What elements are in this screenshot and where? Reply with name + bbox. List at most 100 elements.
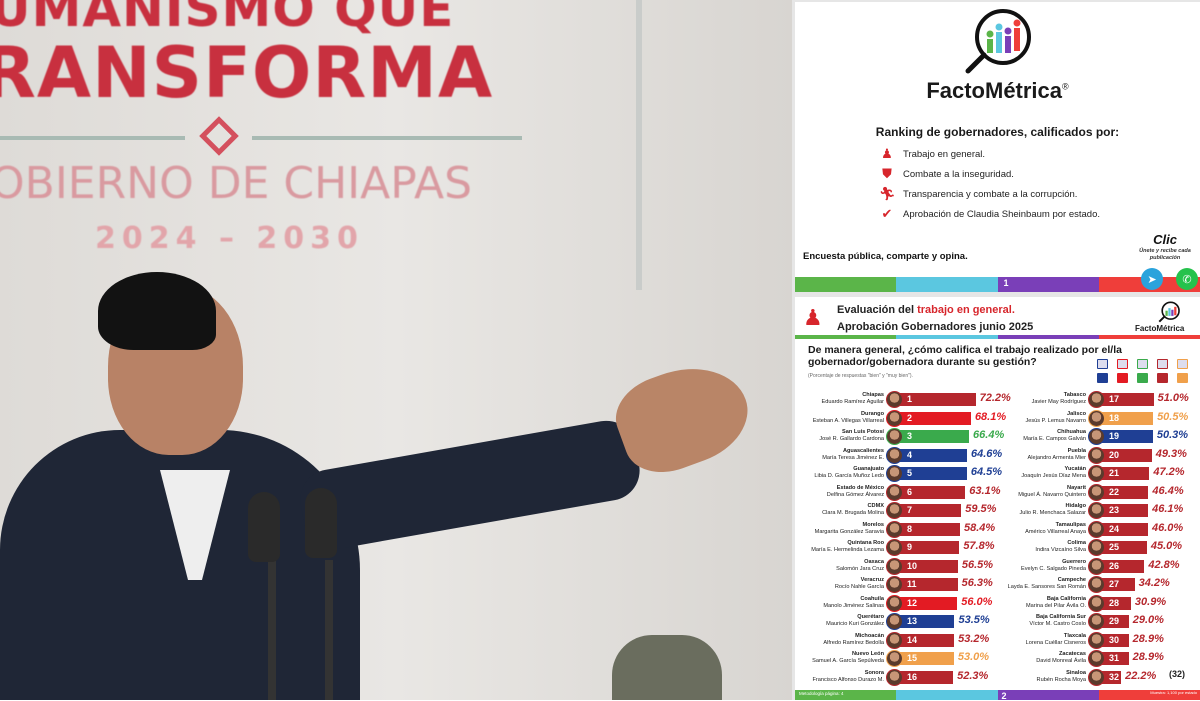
governor-name: Samuel A. García Sepúlveda — [812, 658, 884, 664]
bar-rank-9: 9 — [894, 541, 960, 554]
governor-label: Morelos Margarita González Saravia — [815, 522, 884, 536]
state-name: Nuevo León — [851, 651, 884, 657]
state-name: Jalisco — [1067, 410, 1086, 417]
governor-avatar — [1088, 428, 1105, 445]
value-label: 47.2% — [1153, 466, 1185, 478]
state-name: Estado de México — [836, 484, 884, 491]
whatsapp-icon[interactable]: ✆ — [1176, 268, 1198, 290]
governor-name: Miguel Á. Navarro Quintero — [1018, 491, 1086, 498]
bar-rank-25: 25 — [1096, 541, 1147, 554]
governor-avatar — [886, 409, 903, 427]
legend-swatch-pvem — [1137, 373, 1148, 383]
banner-text: UMANISMO QUE — [0, 0, 455, 38]
governor-avatar — [1088, 668, 1105, 686]
bar-rank-26: 26 — [1096, 559, 1145, 573]
state-name: Tamaulipas — [1055, 521, 1086, 528]
party-logo-morena-icon — [1157, 359, 1168, 369]
value-label: 64.5% — [970, 466, 1003, 478]
state-name: Tlaxcala — [1063, 632, 1086, 639]
governor-label: Veracruz Rocío Nahle García — [835, 577, 884, 591]
governor-avatar — [886, 428, 903, 445]
methodology-text: Metodología página: 4 — [799, 691, 844, 696]
governor-name: Mauricio Kuri González — [826, 621, 884, 627]
value-label: 59.5% — [965, 503, 997, 515]
factometrica-logo-icon — [1158, 301, 1180, 323]
news-photo: UMANISMO QUE RANSFORMA OBIERNO DE CHIAPA… — [0, 0, 792, 700]
criteria-item: ♟ Trabajo en general. — [879, 145, 985, 163]
infographic: FactoMétrica® Ranking de gobernadores, c… — [792, 0, 1200, 701]
ranking-row: Jalisco Jesús P. Lemus Navarro 18 50.5% — [795, 409, 1200, 427]
ranking-row: San Luis Potosí José R. Gallardo Cardona 3… — [795, 428, 1200, 445]
value-label: 28.9% — [1132, 632, 1164, 645]
bar-rank-1: 1 — [894, 393, 976, 406]
ranking-row: Zacatecas David Monreal Ávila 31 28.9% — [795, 650, 1200, 667]
state-name: Guanajuato — [853, 466, 884, 472]
ranking-row: Sinaloa Rubén Rocha Moya 32 22.2% — [795, 668, 1200, 686]
value-label: 66.4% — [973, 429, 1005, 441]
state-name: Colima — [1067, 540, 1086, 546]
state-name: Tabasco — [1063, 392, 1086, 398]
ranking-row: Michoacán Alfredo Ramírez Bedolla 14 53.2% — [795, 631, 1200, 649]
ranking-row: Chiapas Eduardo Ramírez Aguilar 1 72.2% — [795, 391, 1200, 408]
legend-swatch-mc — [1177, 373, 1188, 383]
divider — [0, 136, 185, 140]
governor-name: Eduardo Ramírez Aguilar — [821, 399, 885, 405]
ranking-row: Yucatán Joaquín Jesús Díaz Mena 21 47.2% — [795, 465, 1200, 482]
state-name: Puebla — [1067, 447, 1086, 454]
state-name: CDMX — [867, 503, 884, 509]
governor-label: Aguascalientes María Teresa Jiménez E. — [822, 448, 884, 462]
governor-label: Tabasco Javier May Rodríguez — [1032, 392, 1086, 406]
value-label: 49.3% — [1155, 447, 1187, 460]
state-name: Sinaloa — [1066, 669, 1086, 676]
value-label: 22.2% — [1125, 669, 1157, 682]
worker-icon: ♟ — [881, 146, 893, 161]
ranking-title: Ranking de gobernadores, calificados por… — [875, 125, 1120, 139]
party-logo-pan-icon — [1097, 359, 1108, 369]
color-strip: 1 — [795, 277, 1200, 292]
checkmark-icon: ✔ — [881, 206, 893, 221]
telegram-icon[interactable]: ➤ — [1141, 268, 1163, 290]
governor-name: Rocío Nahle García — [834, 584, 884, 590]
governor-label: Yucatán Joaquín Jesús Díaz Mena — [1021, 466, 1086, 480]
speaker-arm — [295, 416, 645, 554]
value-label: 56.5% — [961, 558, 994, 571]
footer-strip: Metodología página: 4 2 Muestra: 1,100 p… — [795, 690, 1200, 701]
value-label: 42.8% — [1148, 558, 1180, 571]
governor-name: Marina del Pilar Ávila O. — [1026, 602, 1086, 609]
criteria-item: 🏃︎ Transparencia y combate a la corrupció… — [879, 186, 1078, 201]
governor-avatar — [886, 446, 903, 464]
governor-label: Chiapas Eduardo Ramírez Aguilar — [822, 392, 885, 406]
governor-name: Víctor M. Castro Cosío — [1029, 621, 1086, 627]
governor-avatar — [886, 594, 903, 612]
footer-text: Encuesta pública, comparte y opina. — [803, 251, 968, 262]
governor-label: Oaxaca Salomón Jara Cruz — [836, 559, 884, 573]
ranking-row: Tamaulipas Américo Villarreal Anaya 24 46.0… — [795, 520, 1200, 538]
governor-label: Michoacán Alfredo Ramírez Bedolla — [823, 633, 884, 647]
value-label: 45.0% — [1150, 540, 1183, 552]
ranking-row: Querétaro Mauricio Kuri González 13 53.5% — [795, 613, 1200, 630]
join-text: Únete y recibe cada publicación — [1139, 248, 1191, 261]
ranking-row: Aguascalientes María Teresa Jiménez E. 4 64… — [795, 446, 1200, 464]
state-name: Zacatecas — [1058, 651, 1086, 657]
governor-avatar — [1088, 631, 1105, 649]
ranking-row: Nuevo León Samuel A. García Sepúlveda 15 53… — [795, 650, 1200, 667]
value-label: 68.1% — [974, 410, 1007, 423]
ranking-row: Puebla Alejandro Armenta Mier 20 49.3% — [795, 446, 1200, 464]
value-label: 46.4% — [1152, 484, 1184, 497]
state-name: Oaxaca — [864, 558, 884, 565]
governor-label: Nayarit Miguel Á. Navarro Quintero — [1018, 485, 1086, 499]
governor-name: Julio R. Menchaca Salazar — [1019, 510, 1086, 516]
governor-label: Querétaro Mauricio Kuri González — [826, 614, 884, 628]
worker-icon: ♟ — [803, 305, 823, 330]
bar-rank-28: 28 — [1096, 596, 1131, 610]
divider — [252, 136, 522, 140]
governor-label: Durango Esteban A. Villegas Villarreal — [813, 411, 884, 425]
governor-name: Margarita González Saravia — [814, 528, 884, 535]
governor-label: Hidalgo Julio R. Menchaca Salazar — [1019, 503, 1086, 517]
governor-label: Jalisco Jesús P. Lemus Navarro — [1025, 411, 1086, 425]
ranking-row: Baja California Sur Víctor M. Castro Cosí… — [795, 613, 1200, 630]
bar-rank-6: 6 — [894, 485, 966, 499]
value-label: 28.9% — [1132, 651, 1164, 663]
governor-label: Estado de México Delfina Gómez Álvarez — [827, 485, 884, 499]
mic-stand — [325, 560, 333, 700]
